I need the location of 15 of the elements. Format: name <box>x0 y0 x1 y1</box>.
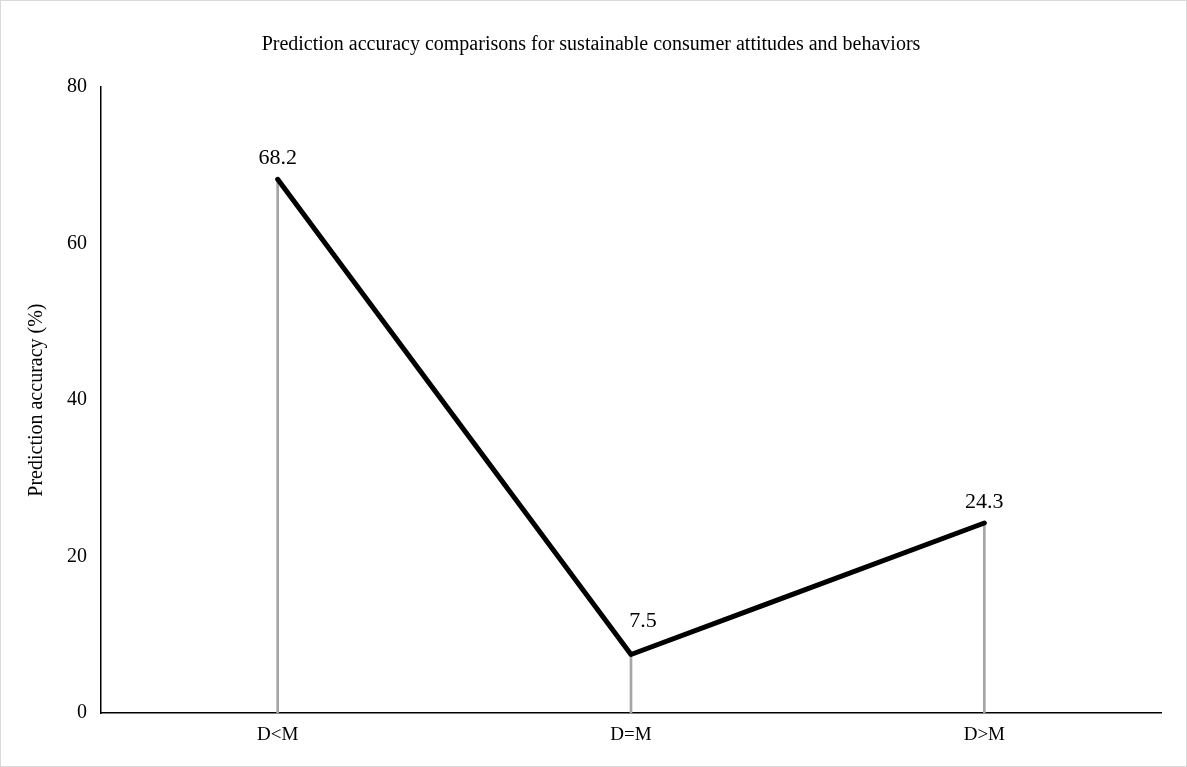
x-tick-label: D<M <box>256 722 299 744</box>
y-tick-label: 80 <box>67 74 87 97</box>
chart-title: Prediction accuracy comparisons for sustainable consumer attitudes and behaviors <box>261 32 921 56</box>
data-label: 7.5 <box>629 607 657 633</box>
y-tick-label: 60 <box>67 230 87 253</box>
y-tick-label: 40 <box>67 387 87 410</box>
y-tick-label: 0 <box>77 700 87 723</box>
y-tick-label: 20 <box>67 543 87 566</box>
data-label: 68.2 <box>258 144 297 170</box>
x-tick-label: D>M <box>963 722 1006 744</box>
y-axis-title: Prediction accuracy (%) <box>24 303 48 497</box>
data-label: 24.3 <box>965 487 1004 513</box>
bar <box>276 179 279 714</box>
bar <box>983 522 986 714</box>
x-tick-label: D=M <box>610 722 652 744</box>
